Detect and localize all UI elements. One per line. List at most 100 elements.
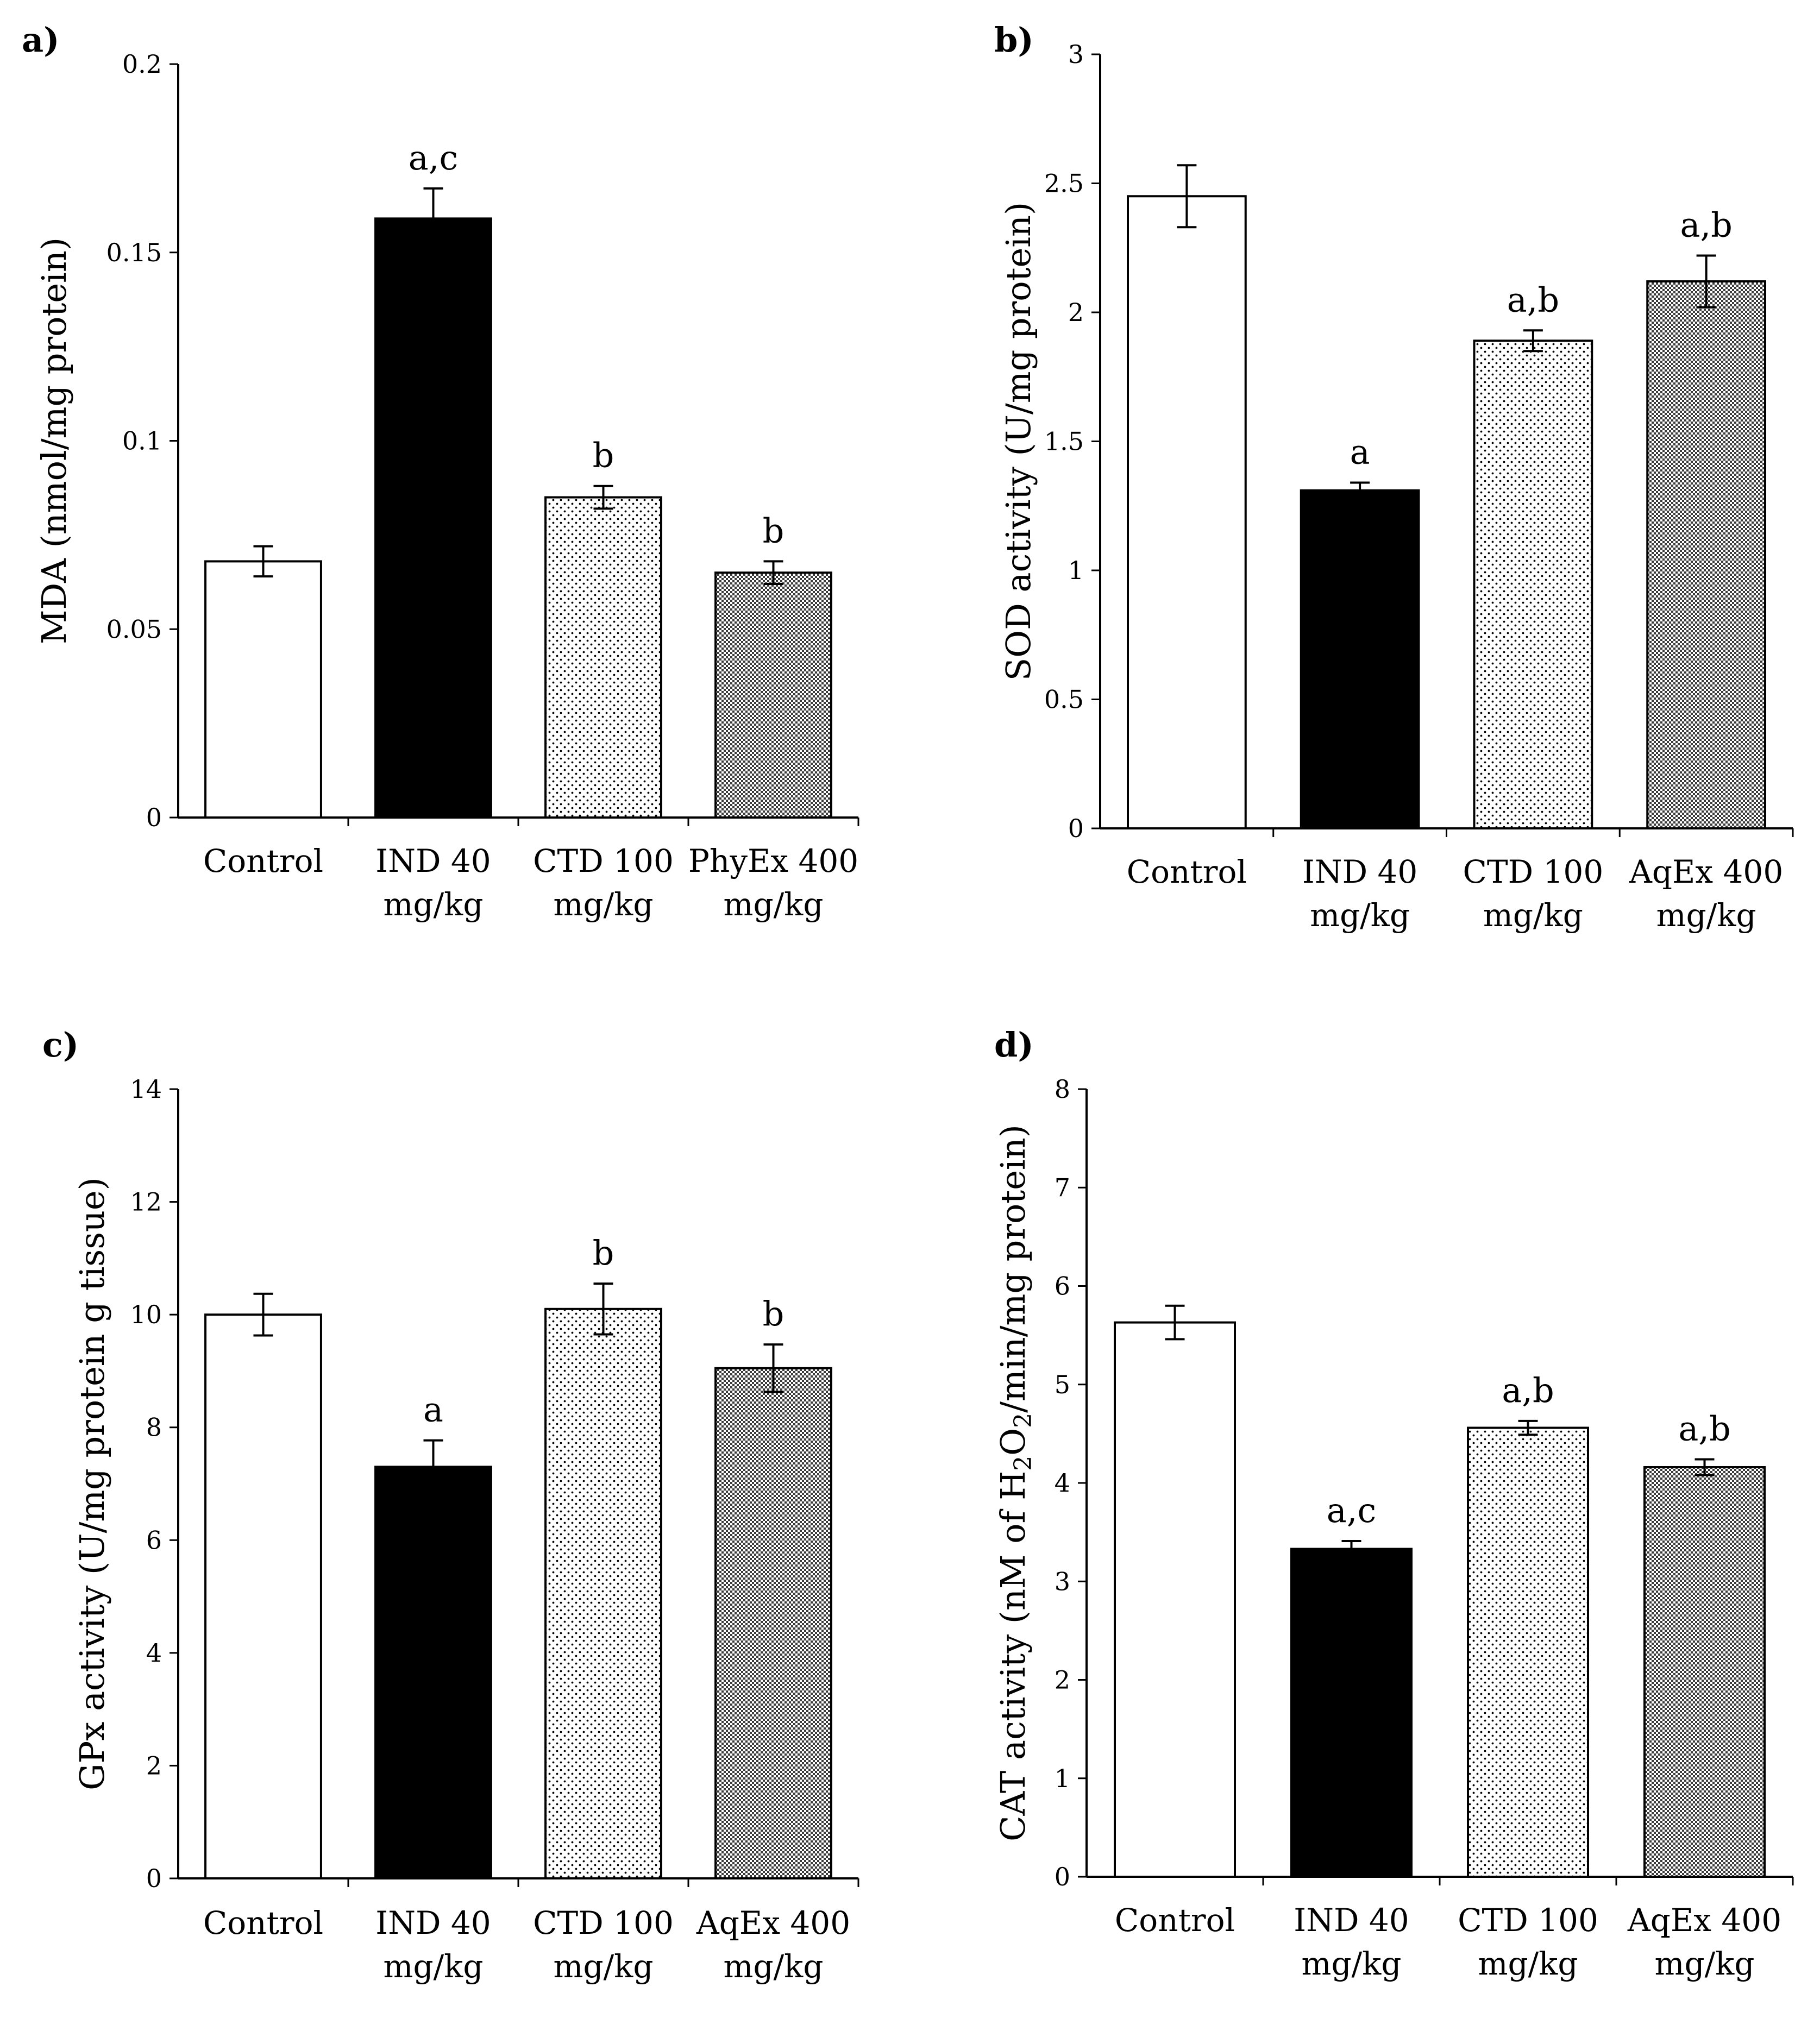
y-tick-label: 0.5 — [1044, 685, 1084, 714]
category-label-line: CTD 100 — [533, 843, 674, 879]
category-label-line: AqEx 400 — [1627, 1902, 1781, 1939]
category-label-line: AqEx 400 — [1629, 853, 1783, 890]
panel-label: c) — [42, 1025, 79, 1065]
category-label-line: mg/kg — [724, 886, 824, 923]
category-label-line: IND 40 — [1302, 853, 1417, 890]
bar — [1127, 195, 1247, 829]
significance-label: a,b — [1680, 205, 1732, 245]
y-tick-label: 2.5 — [1044, 169, 1084, 198]
y-tick-label: 0 — [146, 1864, 162, 1893]
category-label-line: CTD 100 — [533, 1904, 674, 1941]
y-tick-label: 2 — [1055, 1665, 1070, 1695]
y-tick-label: 1.5 — [1044, 427, 1084, 456]
significance-label: b — [763, 1294, 785, 1334]
bar — [1473, 340, 1593, 829]
significance-label: a,c — [1327, 1491, 1376, 1530]
category-label: CTD 100 mg/kg — [1458, 1902, 1598, 1982]
bar — [374, 1466, 492, 1879]
y-axis-title-sub: 2 — [1009, 1413, 1037, 1428]
category-label: CTD 100 mg/kg — [533, 843, 674, 923]
y-tick-label: 8 — [146, 1413, 162, 1442]
y-axis-title: GPx activity (U/mg protein g tissue) — [72, 1177, 112, 1790]
y-axis-title: CAT activity (nM of H2O2/min/mg protein) — [993, 1124, 1037, 1841]
category-label-line: mg/kg — [1478, 1945, 1578, 1982]
bar — [1300, 489, 1420, 829]
y-tick-label: 0 — [1068, 814, 1084, 843]
category-label: IND 40 mg/kg — [375, 1904, 491, 1985]
y-tick-label: 2 — [1068, 298, 1084, 327]
y-tick-label: 6 — [146, 1525, 162, 1555]
panel-label: a) — [22, 20, 60, 60]
significance-label: b — [763, 511, 785, 550]
y-axis-title-part: O — [993, 1428, 1033, 1456]
y-tick-label: 3 — [1068, 40, 1084, 69]
bar — [544, 1307, 662, 1880]
chart-panel-b: b) 0 0.5 1 1.5 2 2.5 3 Control a IND 40 mg/kg a,b CTD… — [994, 20, 1794, 934]
category-label-line: AqEx 400 — [696, 1904, 850, 1941]
significance-label: a,b — [1502, 1371, 1554, 1410]
category-label: IND 40 mg/kg — [375, 843, 491, 923]
category-label: IND 40 mg/kg — [1302, 853, 1417, 934]
bar — [204, 1313, 322, 1879]
category-label-line: Control — [203, 1904, 323, 1941]
y-tick-label: 3 — [1055, 1567, 1070, 1596]
panel-label: d) — [994, 1025, 1034, 1065]
category-label-line: mg/kg — [1656, 897, 1756, 934]
category-label-line: mg/kg — [724, 1948, 824, 1985]
category-label-line: mg/kg — [384, 1948, 484, 1985]
significance-label: a — [1350, 432, 1370, 472]
category-label-line: CTD 100 — [1458, 1902, 1598, 1939]
category-label: Control — [1115, 1902, 1235, 1939]
category-label-line: mg/kg — [554, 886, 654, 923]
y-axis-title-part: CAT activity (nM of H — [993, 1471, 1033, 1841]
category-label: PhyEx 400 mg/kg — [688, 843, 858, 923]
significance-label: a,c — [409, 138, 458, 178]
y-axis-title-part: /min/mg protein) — [993, 1124, 1033, 1413]
bar — [1646, 280, 1766, 829]
y-tick-label: 1 — [1068, 556, 1084, 585]
category-label: IND 40 mg/kg — [1294, 1902, 1409, 1982]
significance-label: b — [593, 1233, 614, 1273]
category-label: AqEx 400 mg/kg — [1629, 853, 1783, 934]
bar — [714, 571, 832, 819]
bar — [544, 496, 662, 819]
significance-label: b — [593, 436, 614, 475]
significance-label: a,b — [1507, 280, 1559, 319]
y-tick-label: 0 — [146, 803, 162, 832]
category-label-line: Control — [203, 843, 323, 879]
category-label-line: mg/kg — [1655, 1945, 1755, 1982]
category-label-line: IND 40 — [1294, 1902, 1409, 1939]
y-tick-label: 0.1 — [122, 426, 162, 456]
y-tick-label: 0.15 — [106, 238, 162, 267]
y-tick-label: 12 — [130, 1187, 162, 1217]
y-tick-label: 2 — [146, 1751, 162, 1780]
category-label-line: PhyEx 400 — [688, 843, 858, 879]
category-label-line: mg/kg — [1302, 1945, 1402, 1982]
bar — [1467, 1426, 1589, 1878]
category-label: AqEx 400 mg/kg — [1627, 1902, 1781, 1982]
category-label: Control — [203, 843, 323, 879]
y-tick-label: 4 — [1055, 1468, 1070, 1498]
y-tick-label: 14 — [130, 1074, 162, 1104]
y-tick-label: 6 — [1055, 1272, 1070, 1301]
bar — [1643, 1466, 1766, 1878]
significance-label: a — [423, 1390, 443, 1430]
significance-label: a,b — [1678, 1409, 1730, 1449]
category-label-line: Control — [1115, 1902, 1235, 1939]
category-label-line: mg/kg — [1483, 897, 1583, 934]
category-label-line: mg/kg — [554, 1948, 654, 1985]
category-label-line: mg/kg — [1310, 897, 1410, 934]
y-tick-label: 0 — [1055, 1862, 1070, 1891]
y-tick-label: 10 — [130, 1300, 162, 1329]
bar — [204, 560, 322, 819]
category-label-line: mg/kg — [384, 886, 484, 923]
category-label: Control — [203, 1904, 323, 1941]
y-axis-title: MDA (nmol/mg protein) — [34, 237, 74, 644]
bar — [374, 217, 492, 819]
y-tick-label: 4 — [146, 1638, 162, 1668]
y-axis-title-sub: 2 — [1009, 1456, 1037, 1471]
y-tick-label: 1 — [1055, 1764, 1070, 1793]
y-axis-title: SOD activity (U/mg protein) — [999, 202, 1038, 681]
y-tick-label: 5 — [1055, 1370, 1070, 1399]
